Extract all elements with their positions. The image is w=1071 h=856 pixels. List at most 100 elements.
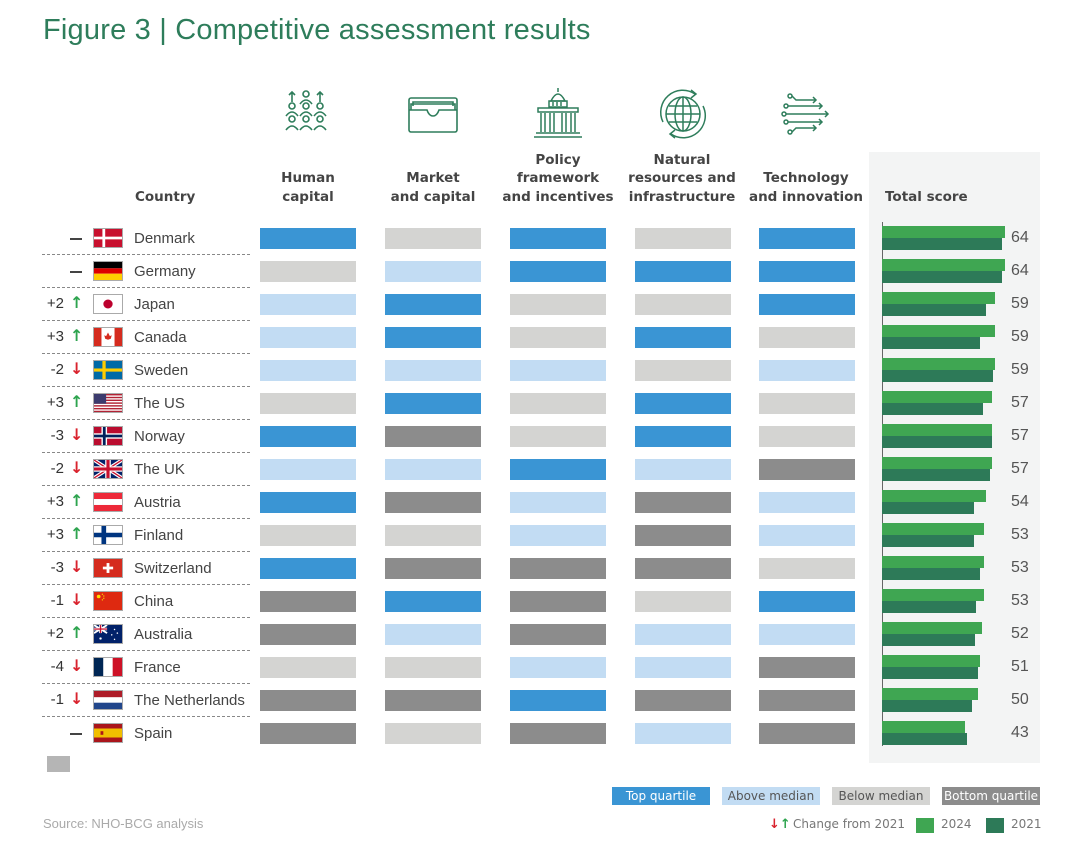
no-change-icon — [70, 733, 82, 735]
score-axis — [882, 222, 883, 746]
rating-cell — [759, 690, 855, 711]
rating-cell — [260, 525, 356, 546]
arrow-down-icon: ↓ — [70, 590, 84, 609]
table-row: -1 ↓ China 53 — [0, 585, 1071, 618]
flag-denmark-icon — [93, 228, 123, 248]
rating-cell — [385, 228, 481, 249]
rating-cell — [759, 492, 855, 513]
bar-2021 — [882, 304, 986, 316]
rating-cell — [260, 624, 356, 645]
legend-top-quartile: Top quartile — [612, 787, 710, 805]
flag-norway-icon — [93, 426, 123, 446]
rating-cell — [510, 228, 606, 249]
table-row: -3 ↓ Switzerland 53 — [0, 552, 1071, 585]
rating-cell — [635, 591, 731, 612]
rating-cell — [510, 723, 606, 744]
country-name: Denmark — [134, 230, 195, 247]
legend-2024-label: 2024 — [941, 817, 972, 831]
bar-2021 — [882, 271, 1003, 283]
rating-cell — [510, 360, 606, 381]
flag-finland-icon — [93, 525, 123, 545]
change-arrows-icon: ↓↑ — [769, 817, 791, 832]
country-name: China — [134, 593, 174, 610]
rating-cell — [510, 327, 606, 348]
wallet-icon — [405, 86, 461, 142]
rating-cell — [260, 723, 356, 744]
header-market-capital: Market and capital — [390, 170, 476, 205]
country-name: Norway — [134, 428, 185, 445]
rating-cell — [759, 558, 855, 579]
total-score-value: 43 — [1011, 724, 1029, 741]
rating-cell — [385, 558, 481, 579]
rank-change: +3 — [46, 493, 64, 510]
flag-germany-icon — [93, 261, 123, 281]
rating-cell — [260, 558, 356, 579]
row-divider — [42, 353, 250, 354]
arrow-down-icon: ↓ — [70, 689, 84, 708]
rank-change: -2 — [50, 361, 64, 378]
rating-cell — [635, 228, 731, 249]
table-row: +3 ↑ Austria 54 — [0, 486, 1071, 519]
rating-cell — [260, 426, 356, 447]
rating-cell — [759, 525, 855, 546]
row-divider — [42, 716, 250, 717]
rating-cell — [759, 723, 855, 744]
rating-cell — [385, 591, 481, 612]
rating-cell — [510, 294, 606, 315]
bar-2024 — [882, 226, 1005, 238]
total-score-value: 57 — [1011, 460, 1029, 477]
flag-japan-icon — [93, 294, 123, 314]
total-score-value: 64 — [1011, 262, 1029, 279]
flag-netherlands-icon — [93, 690, 123, 710]
country-header: Country — [135, 189, 196, 205]
total-score-value: 59 — [1011, 361, 1029, 378]
rating-cell — [635, 624, 731, 645]
bar-2024 — [882, 292, 996, 304]
arrow-down-icon: ↓ — [70, 359, 84, 378]
bar-2024 — [882, 457, 992, 469]
bar-2021 — [882, 667, 979, 679]
gray-swatch — [47, 756, 70, 772]
rating-cell — [260, 228, 356, 249]
rating-cell — [759, 228, 855, 249]
bar-2021 — [882, 337, 981, 349]
bar-2021 — [882, 700, 973, 712]
bar-2024 — [882, 622, 982, 634]
country-name: Germany — [134, 263, 196, 280]
total-score-value: 52 — [1011, 625, 1029, 642]
rating-cell — [385, 327, 481, 348]
header-human-capital: Human capital — [281, 170, 335, 205]
rating-cell — [635, 525, 731, 546]
table-row: +3 ↑ Canada 59 — [0, 321, 1071, 354]
rating-cell — [759, 360, 855, 381]
bar-2024 — [882, 358, 996, 370]
country-name: The Netherlands — [134, 692, 245, 709]
bar-2021 — [882, 535, 975, 547]
flag-uk-icon — [93, 459, 123, 479]
row-divider — [42, 419, 250, 420]
table-row: +2 ↑ Japan 59 — [0, 288, 1071, 321]
rating-cell — [385, 657, 481, 678]
rank-change: -3 — [50, 559, 64, 576]
table-row: -4 ↓ France 51 — [0, 651, 1071, 684]
rank-change: +2 — [46, 625, 64, 642]
total-score-value: 57 — [1011, 394, 1029, 411]
arrow-down-icon: ↓ — [70, 425, 84, 444]
row-divider — [42, 683, 250, 684]
bar-2024 — [882, 589, 984, 601]
rank-change: +3 — [46, 394, 64, 411]
row-divider — [42, 452, 250, 453]
legend-2021-label: 2021 — [1011, 817, 1042, 831]
bar-2024 — [882, 721, 965, 733]
no-change-icon — [70, 271, 82, 273]
people-growth-icon — [280, 86, 336, 142]
country-name: Austria — [134, 494, 181, 511]
rating-cell — [260, 360, 356, 381]
rating-cell — [510, 459, 606, 480]
rating-cell — [759, 459, 855, 480]
rating-cell — [635, 492, 731, 513]
bar-2021 — [882, 436, 992, 448]
table-row: -1 ↓ The Netherlands 50 — [0, 684, 1071, 717]
bar-2024 — [882, 424, 992, 436]
table-row: +3 ↑ The US 57 — [0, 387, 1071, 420]
